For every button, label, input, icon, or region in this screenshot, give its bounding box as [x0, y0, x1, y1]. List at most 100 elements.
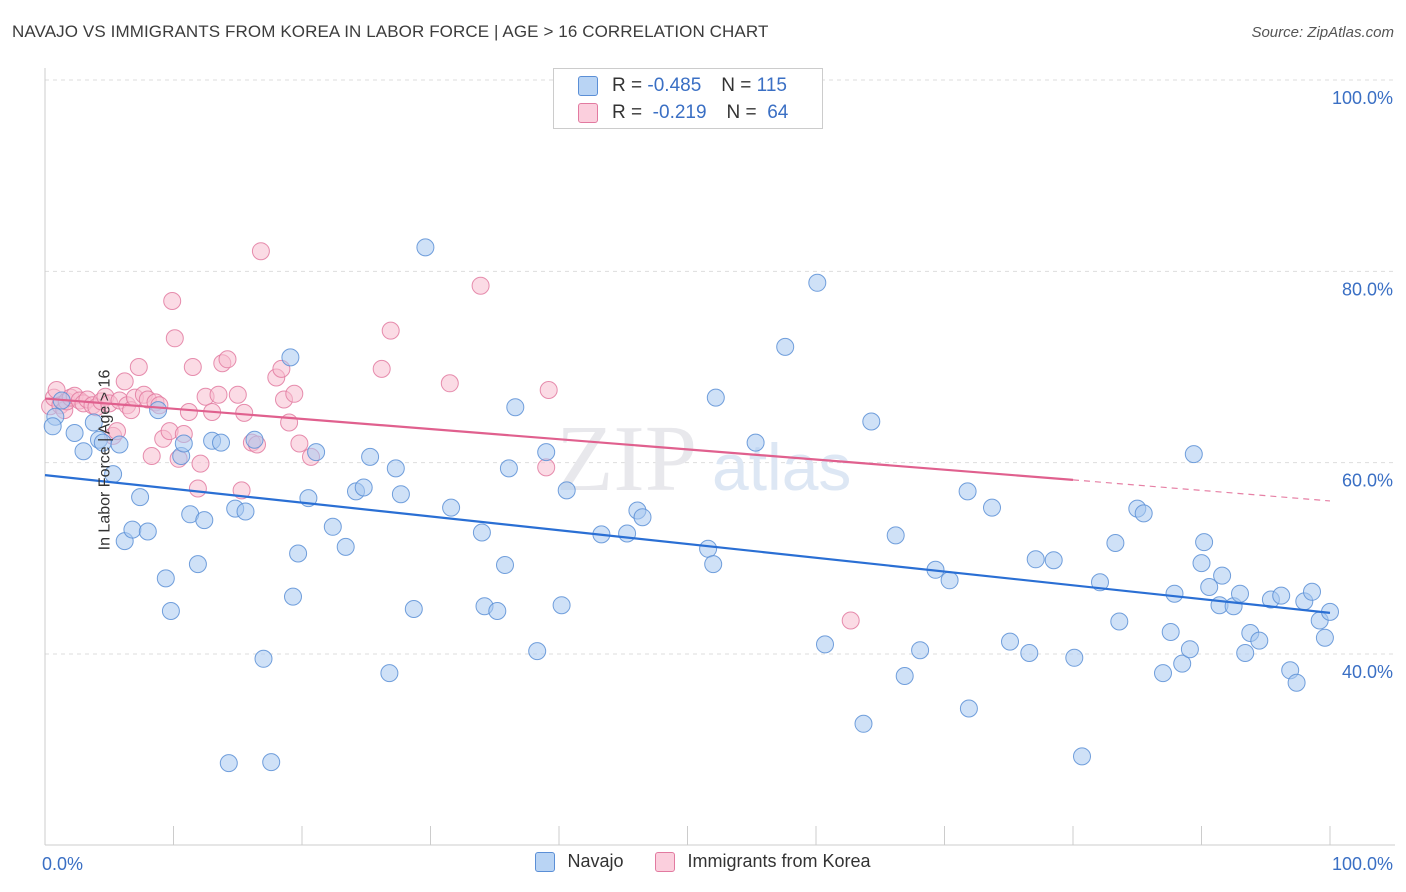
legend-row-navajo: R = -0.485 N = 115 [578, 73, 787, 99]
point-navajo [161, 602, 180, 620]
point-navajo [618, 524, 637, 543]
point-navajo [1165, 584, 1184, 603]
point-navajo [1192, 554, 1211, 573]
point-navajo [138, 522, 157, 541]
point-navajo [472, 523, 491, 542]
watermark-atlas: atlas [712, 430, 851, 504]
legend-item-korea: Immigrants from Korea [655, 851, 871, 872]
point-navajo [488, 602, 507, 620]
point-korea [142, 447, 161, 465]
trend-line-navajo [44, 474, 1331, 614]
point-navajo [552, 596, 571, 615]
point-korea [285, 384, 304, 403]
tick-labels: 40.0% 60.0% 80.0% 100.0% 0.0% 100.0% [42, 88, 1393, 874]
point-korea [163, 292, 182, 310]
point-korea [228, 385, 247, 404]
legend-r-value: -0.485 [647, 75, 702, 96]
point-navajo [557, 481, 576, 500]
point-navajo [1154, 664, 1172, 683]
point-navajo [84, 413, 103, 432]
point-navajo [699, 539, 718, 558]
point-navajo [1213, 566, 1232, 585]
point-navajo [895, 667, 914, 685]
point-navajo [74, 442, 93, 461]
point-navajo [1161, 623, 1180, 641]
point-navajo [808, 273, 827, 292]
point-navajo [1315, 628, 1334, 647]
point-navajo [1236, 644, 1255, 662]
x-tick-label: 100.0% [1332, 854, 1393, 874]
point-korea [218, 350, 237, 369]
legend-n-label: N = [721, 75, 752, 96]
point-navajo [1272, 586, 1291, 605]
y-tick-label: 40.0% [1342, 662, 1393, 682]
watermark-zip: ZIP [556, 407, 697, 511]
point-navajo [219, 754, 238, 773]
trend-line-korea [44, 397, 1074, 481]
point-navajo [959, 699, 978, 718]
point-navajo [1026, 550, 1045, 569]
point-navajo [1195, 533, 1214, 552]
point-navajo [1073, 747, 1091, 766]
legend-swatch-korea [578, 103, 598, 123]
point-korea [290, 434, 309, 453]
point-navajo [43, 417, 62, 436]
point-navajo [131, 488, 150, 507]
point-navajo [212, 433, 230, 452]
point-navajo [361, 447, 380, 466]
data-points [41, 238, 1339, 773]
legend-swatch-korea [655, 851, 676, 872]
y-tick-label: 100.0% [1332, 88, 1393, 108]
point-korea [209, 385, 228, 404]
series-legend: Navajo Immigrants from Korea [0, 851, 1406, 872]
point-korea [372, 359, 391, 378]
point-navajo [245, 430, 264, 449]
point-korea [115, 372, 134, 391]
point-navajo [195, 511, 214, 530]
point-navajo [1200, 578, 1219, 596]
point-navajo [416, 238, 435, 257]
point-navajo [496, 556, 514, 574]
point-navajo [1173, 654, 1192, 673]
point-navajo [156, 569, 175, 588]
point-navajo [1106, 534, 1125, 552]
point-korea [129, 358, 148, 376]
legend-swatch-navajo [535, 851, 556, 872]
point-navajo [110, 435, 129, 454]
axes [44, 68, 1395, 846]
point-navajo [1065, 648, 1084, 667]
point-navajo [1287, 673, 1306, 692]
point-navajo [323, 517, 342, 536]
point-navajo [1020, 644, 1039, 662]
point-korea [841, 611, 860, 630]
point-navajo [386, 459, 405, 478]
point-navajo [307, 443, 326, 462]
point-navajo [704, 555, 723, 574]
point-korea [471, 276, 490, 295]
y-axis-label: In Labor Force | Age > 16 [96, 369, 114, 551]
point-navajo [633, 508, 652, 527]
legend-r-value: -0.219 [652, 102, 707, 123]
point-korea [440, 374, 459, 393]
point-navajo [254, 649, 273, 668]
point-navajo [1250, 631, 1269, 650]
point-navajo [188, 555, 207, 574]
y-tick-label: 60.0% [1342, 471, 1393, 491]
source-credit: Source: ZipAtlas.com [1251, 24, 1394, 41]
point-navajo [1134, 504, 1153, 523]
legend-r-label: R = [612, 102, 643, 123]
y-tick-label: 80.0% [1342, 279, 1393, 299]
point-navajo [1231, 584, 1249, 603]
chart-title: NAVAJO VS IMMIGRANTS FROM KOREA IN LABOR… [12, 22, 769, 41]
point-navajo [1001, 632, 1019, 651]
point-navajo [776, 337, 795, 356]
point-navajo [940, 571, 959, 590]
legend-label-korea: Immigrants from Korea [687, 851, 871, 871]
point-navajo [289, 544, 308, 563]
point-navajo [854, 714, 873, 733]
point-navajo [236, 502, 255, 521]
point-korea [539, 381, 558, 399]
point-navajo [958, 482, 977, 501]
x-tick-label: 0.0% [42, 854, 83, 874]
